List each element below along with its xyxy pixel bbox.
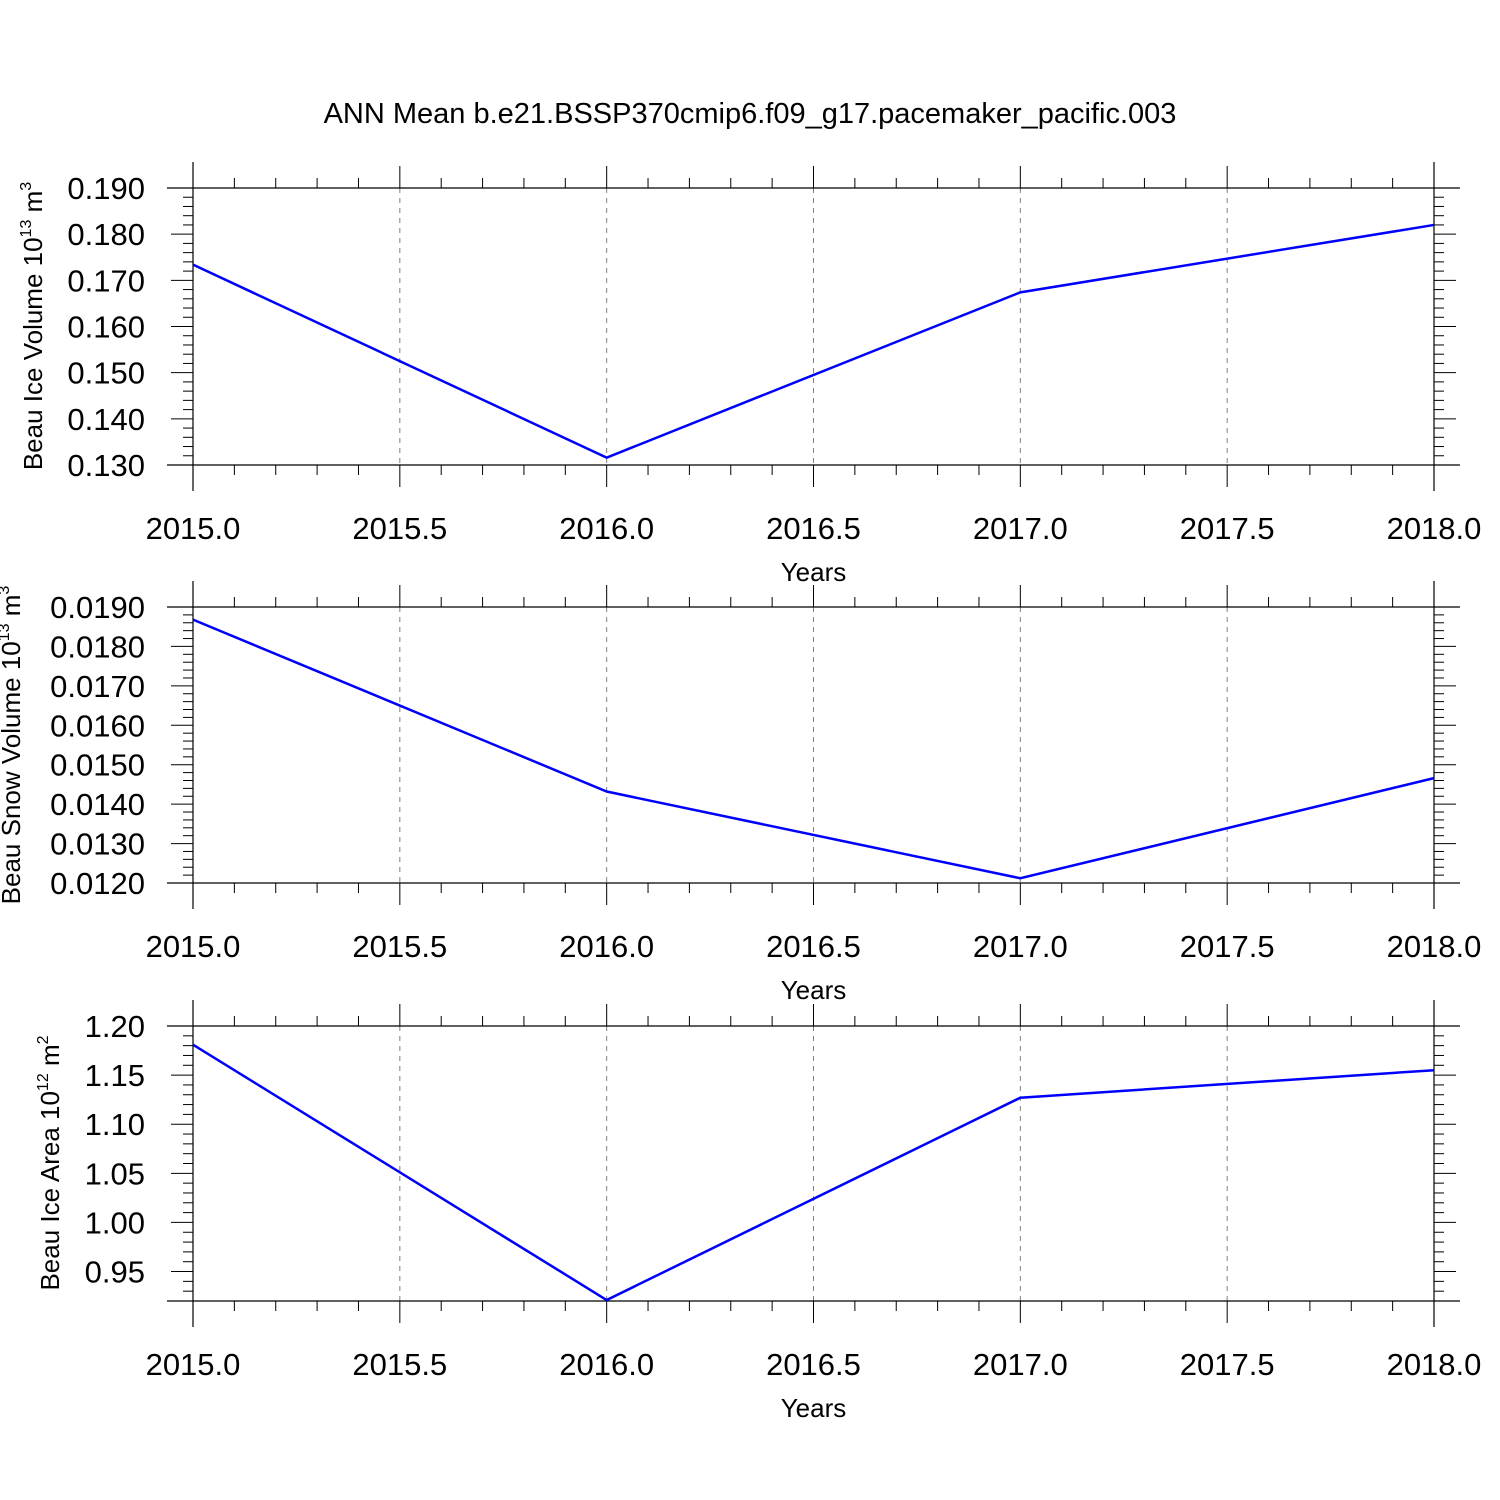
- y-tick-label: 0.170: [67, 263, 145, 298]
- x-tick-label: 2015.5: [352, 511, 447, 546]
- y-tick-label: 0.0130: [50, 827, 145, 862]
- x-axis-label: Years: [781, 557, 847, 587]
- y-axis-label-text: Beau Snow Volume 10: [0, 641, 26, 904]
- y-axis-label-superscript: 13: [0, 623, 13, 641]
- x-tick-label: 2016.5: [766, 511, 861, 546]
- x-tick-label: 2015.0: [146, 1347, 241, 1382]
- x-axis-label: Years: [781, 1393, 847, 1423]
- y-tick-label: 1.10: [85, 1107, 145, 1142]
- y-tick-label: 1.20: [85, 1009, 145, 1044]
- y-tick-label: 0.140: [67, 402, 145, 437]
- x-tick-label: 2018.0: [1387, 511, 1482, 546]
- y-tick-label: 0.130: [67, 448, 145, 483]
- x-tick-label: 2016.5: [766, 929, 861, 964]
- panel-2: 0.0120 0.0130 0.0140 0.0150 0.0160 0.0170 0.01…: [0, 581, 1481, 1005]
- y-axis-label-superscript: 13: [18, 220, 35, 238]
- panel-1: 0.130 0.140 0.150 0.160 0.170 0.180 0.190 2015.…: [18, 162, 1481, 587]
- y-axis-label-superscript: 3: [0, 586, 13, 595]
- y-axis-label-text: m: [18, 191, 48, 220]
- y-tick-label: 0.95: [85, 1255, 145, 1290]
- x-axis-label: Years: [781, 975, 847, 1005]
- x-tick-label: 2017.0: [973, 1347, 1068, 1382]
- y-tick-label: 0.190: [67, 171, 145, 206]
- y-axis-label-text: Beau Ice Area 10: [35, 1091, 65, 1290]
- series-line: [192, 1043, 1435, 1302]
- y-tick-label: 0.180: [67, 217, 145, 252]
- x-tick-label: 2016.0: [559, 511, 654, 546]
- y-axis-label-text: m: [35, 1044, 65, 1073]
- panel-3: 0.95 1.00 1.05 1.10 1.15 1.20 2015.0 2015.5 2016…: [35, 1000, 1481, 1423]
- y-tick-label: 0.0160: [50, 708, 145, 743]
- x-tick-label: 2017.0: [973, 511, 1068, 546]
- y-axis-label: Beau Ice Area 1012 m2: [35, 1035, 65, 1290]
- x-tick-label: 2017.5: [1180, 511, 1275, 546]
- series-line: [192, 618, 1435, 880]
- y-tick-label: 0.0120: [50, 866, 145, 901]
- y-tick-label: 1.15: [85, 1058, 145, 1093]
- y-tick-label: 0.160: [67, 310, 145, 345]
- y-tick-label: 1.05: [85, 1156, 145, 1191]
- y-axis-label-superscript: 12: [35, 1073, 52, 1091]
- y-tick-label: 0.0150: [50, 748, 145, 783]
- y-axis-label-text: m: [0, 595, 26, 624]
- page-title: ANN Mean b.e21.BSSP370cmip6.f09_g17.pace…: [323, 98, 1177, 130]
- y-axis-label: Beau Snow Volume 1013 m3: [0, 586, 26, 905]
- x-tick-label: 2018.0: [1387, 1347, 1482, 1382]
- x-tick-label: 2017.5: [1180, 929, 1275, 964]
- y-axis-label-text: Beau Ice Volume 10: [18, 237, 48, 470]
- series-line: [192, 223, 1435, 459]
- x-tick-label: 2016.0: [559, 929, 654, 964]
- y-axis-label-superscript: 2: [35, 1035, 52, 1044]
- x-tick-label: 2015.0: [146, 929, 241, 964]
- y-axis-label-superscript: 3: [18, 182, 35, 191]
- y-tick-label: 0.150: [67, 356, 145, 391]
- x-tick-label: 2018.0: [1387, 929, 1482, 964]
- x-tick-label: 2017.5: [1180, 1347, 1275, 1382]
- x-tick-label: 2015.5: [352, 1347, 447, 1382]
- y-tick-label: 0.0140: [50, 787, 145, 822]
- x-tick-label: 2016.5: [766, 1347, 861, 1382]
- y-tick-label: 0.0180: [50, 629, 145, 664]
- x-tick-label: 2017.0: [973, 929, 1068, 964]
- y-tick-label: 1.00: [85, 1205, 145, 1240]
- x-tick-label: 2016.0: [559, 1347, 654, 1382]
- x-tick-label: 2015.5: [352, 929, 447, 964]
- y-axis-label: Beau Ice Volume 1013 m3: [18, 182, 48, 470]
- y-tick-label: 0.0190: [50, 590, 145, 625]
- y-tick-label: 0.0170: [50, 669, 145, 704]
- x-tick-label: 2015.0: [146, 511, 241, 546]
